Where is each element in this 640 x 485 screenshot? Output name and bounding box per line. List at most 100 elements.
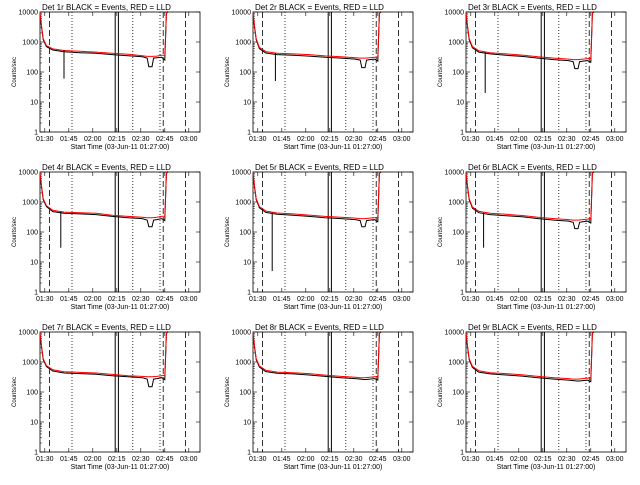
x-tick-label: 02:00 xyxy=(84,136,102,143)
y-tick-label: 1000 xyxy=(448,40,464,47)
x-tick-label: 02:15 xyxy=(321,296,339,303)
x-tick-label: 02:00 xyxy=(84,296,102,303)
series-events-line xyxy=(465,11,595,70)
x-axis-label: Start Time (03-Jun-11 01:27:00) xyxy=(497,144,596,151)
y-tick-label: 10 xyxy=(243,260,251,267)
plot-title: Det 9r BLACK = Events, RED = LLD xyxy=(468,323,597,332)
y-tick-label: 10 xyxy=(456,420,464,427)
x-tick-label: 01:45 xyxy=(273,296,291,303)
y-axis-label: Counts/sec xyxy=(225,217,231,247)
x-tick-label: 02:45 xyxy=(369,456,387,463)
y-tick-label: 10 xyxy=(30,260,38,267)
y-tick-label: 1000 xyxy=(235,40,251,47)
y-tick-label: 1000 xyxy=(22,40,38,47)
plot-panel-3: Det 3r BLACK = Events, RED = LLD 1 10 100 10… xyxy=(438,3,627,151)
x-tick-label: 03:00 xyxy=(606,456,624,463)
x-tick-label: 02:30 xyxy=(132,296,150,303)
plot-frame xyxy=(465,11,627,133)
y-tick-label: 10 xyxy=(30,100,38,107)
y-tick-label: 100 xyxy=(239,230,251,237)
y-tick-label: 10 xyxy=(456,100,464,107)
series-events-line xyxy=(252,331,382,381)
series-lld-line xyxy=(252,171,382,220)
x-axis-label: Start Time (03-Jun-11 01:27:00) xyxy=(497,304,596,311)
x-axis-label: Start Time (03-Jun-11 01:27:00) xyxy=(71,304,170,311)
plot-title: Det 8r BLACK = Events, RED = LLD xyxy=(255,323,384,332)
x-axis-label: Start Time (03-Jun-11 01:27:00) xyxy=(284,304,383,311)
x-tick-label: 01:30 xyxy=(36,456,54,463)
y-tick-label: 1000 xyxy=(448,360,464,367)
y-tick-label: 10 xyxy=(243,100,251,107)
series-events-line xyxy=(39,11,169,68)
x-tick-label: 02:15 xyxy=(108,296,126,303)
y-tick-label: 1 xyxy=(34,450,38,457)
y-tick-label: 10000 xyxy=(232,170,252,177)
x-tick-label: 01:45 xyxy=(273,456,291,463)
x-axis-label: Start Time (03-Jun-11 01:27:00) xyxy=(284,144,383,151)
plot-frame xyxy=(39,331,201,453)
series-events-line xyxy=(39,171,169,228)
y-tick-label: 100 xyxy=(26,390,38,397)
x-tick-label: 02:15 xyxy=(534,456,552,463)
series-events-line xyxy=(465,171,595,230)
y-axis-label: Counts/sec xyxy=(12,217,18,247)
y-tick-label: 1 xyxy=(460,450,464,457)
x-tick-label: 03:00 xyxy=(180,296,198,303)
x-tick-label: 02:45 xyxy=(369,296,387,303)
series-lld-line xyxy=(39,11,169,57)
series-lld-line xyxy=(465,171,595,221)
y-axis-label: Counts/sec xyxy=(438,217,444,247)
plot-panel-8: Det 8r BLACK = Events, RED = LLD 1 10 100 10… xyxy=(225,323,414,471)
y-tick-label: 100 xyxy=(239,390,251,397)
x-tick-label: 02:00 xyxy=(297,296,315,303)
x-tick-label: 01:30 xyxy=(36,136,54,143)
y-tick-label: 100 xyxy=(452,390,464,397)
plot-title: Det 2r BLACK = Events, RED = LLD xyxy=(255,3,384,12)
x-tick-label: 02:45 xyxy=(369,136,387,143)
x-axis-label: Start Time (03-Jun-11 01:27:00) xyxy=(497,464,596,471)
x-tick-label: 02:30 xyxy=(558,136,576,143)
x-tick-label: 01:45 xyxy=(273,136,291,143)
plot-frame xyxy=(252,331,414,453)
y-tick-label: 100 xyxy=(26,70,38,77)
x-tick-label: 01:30 xyxy=(36,296,54,303)
x-tick-label: 02:15 xyxy=(321,456,339,463)
y-tick-label: 1000 xyxy=(235,360,251,367)
x-tick-label: 02:45 xyxy=(582,456,600,463)
x-tick-label: 02:30 xyxy=(345,296,363,303)
series-lld-line xyxy=(39,331,169,378)
x-tick-label: 01:45 xyxy=(486,136,504,143)
x-tick-label: 03:00 xyxy=(393,296,411,303)
x-tick-label: 01:30 xyxy=(462,456,480,463)
x-tick-label: 03:00 xyxy=(180,136,198,143)
y-tick-label: 1 xyxy=(460,130,464,137)
x-tick-label: 02:15 xyxy=(108,136,126,143)
x-tick-label: 02:15 xyxy=(534,136,552,143)
x-tick-label: 02:15 xyxy=(321,136,339,143)
x-tick-label: 02:45 xyxy=(582,136,600,143)
y-tick-label: 10000 xyxy=(19,10,39,17)
x-tick-label: 02:45 xyxy=(582,296,600,303)
series-lld-line xyxy=(39,171,169,219)
plot-panel-9: Det 9r BLACK = Events, RED = LLD 1 10 100 10… xyxy=(438,323,627,471)
y-tick-label: 1000 xyxy=(22,360,38,367)
y-tick-label: 1 xyxy=(34,290,38,297)
x-tick-label: 01:30 xyxy=(462,136,480,143)
x-tick-label: 02:30 xyxy=(558,296,576,303)
x-tick-label: 03:00 xyxy=(393,456,411,463)
y-tick-label: 1 xyxy=(460,290,464,297)
x-tick-label: 02:00 xyxy=(297,456,315,463)
plot-frame xyxy=(39,171,201,293)
y-tick-label: 10 xyxy=(456,260,464,267)
series-events-line xyxy=(252,171,382,228)
x-tick-label: 02:30 xyxy=(558,456,576,463)
x-tick-label: 02:30 xyxy=(132,136,150,143)
plot-title: Det 7r BLACK = Events, RED = LLD xyxy=(42,323,171,332)
x-tick-label: 02:00 xyxy=(510,296,528,303)
y-axis-label: Counts/sec xyxy=(225,57,231,87)
series-events-line xyxy=(39,331,169,388)
x-axis-label: Start Time (03-Jun-11 01:27:00) xyxy=(71,144,170,151)
y-tick-label: 10 xyxy=(243,420,251,427)
x-tick-label: 01:30 xyxy=(249,456,267,463)
